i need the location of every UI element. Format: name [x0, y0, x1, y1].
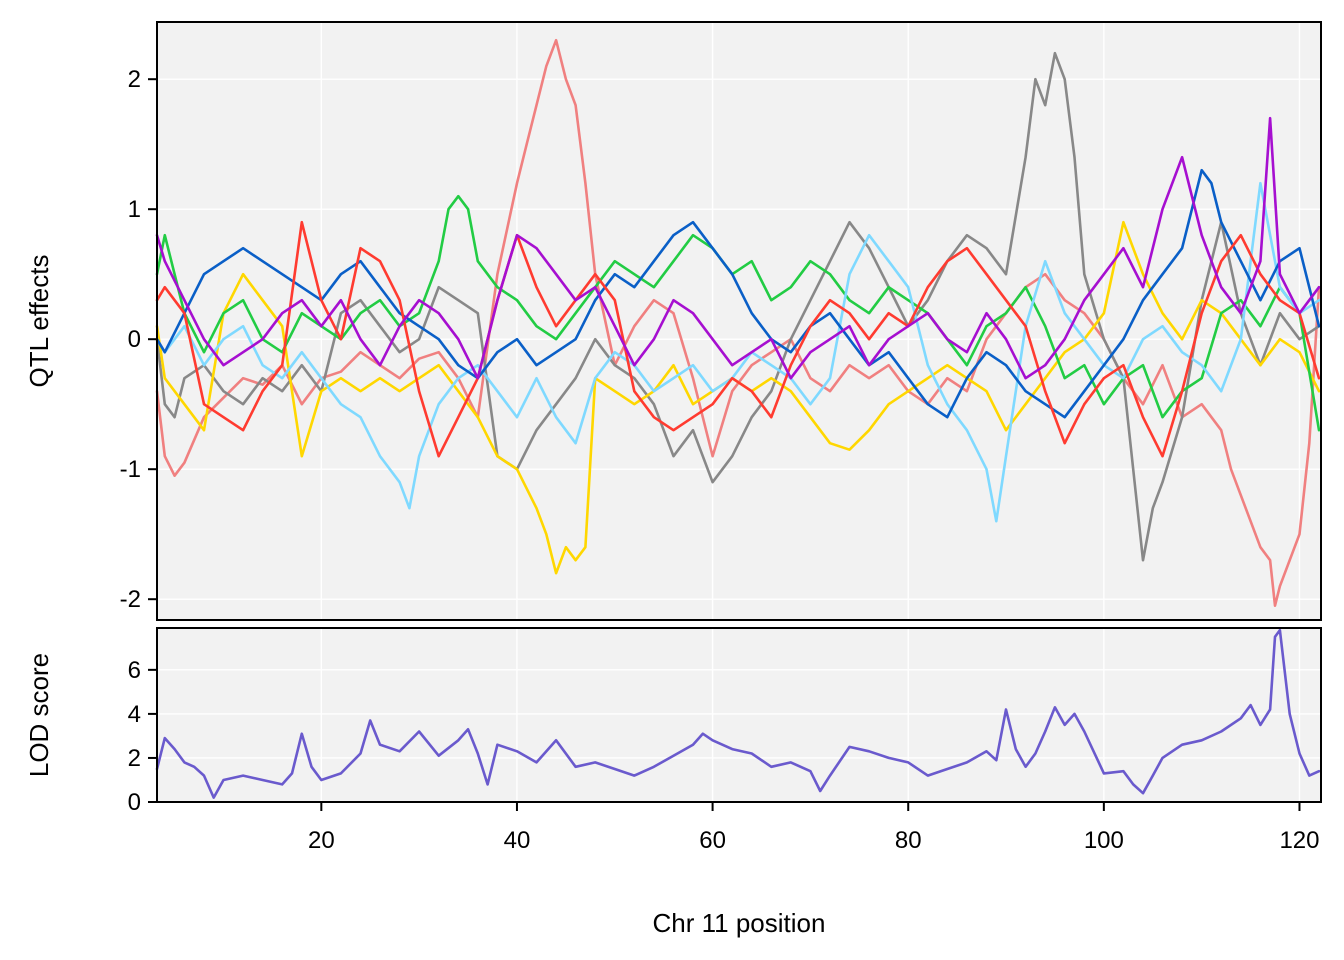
qtl-effects-series-lines — [155, 38, 1321, 607]
qtl-effects-series-line-8 — [155, 116, 1321, 380]
qtl-effects-series-line-6 — [155, 168, 1321, 419]
qtl-effects-y-tick-label: 1 — [128, 196, 141, 223]
x-tick-label: 20 — [308, 827, 335, 854]
lod-score-series-line-1 — [155, 628, 1321, 799]
qtl-effects-panel: -2 -1 0 1 2 QTL effects — [24, 21, 1322, 621]
qtl-effects-y-tick-label: 0 — [128, 326, 141, 353]
lod-score-y-axis-title: LOD score — [24, 653, 54, 777]
qtl-effects-y-ticks: -2 -1 0 1 2 — [120, 66, 157, 613]
x-tick-label: 40 — [504, 827, 531, 854]
qtl-effects-y-tick-label: -1 — [120, 456, 141, 483]
qtl-effects-y-tick-label: -2 — [120, 586, 141, 613]
lod-score-panel-background — [157, 628, 1321, 802]
lod-score-panel: 0 2 4 6 20 40 60 80 100 120 LOD score Chr 11 pos… — [24, 627, 1322, 938]
x-tick-label: 100 — [1084, 827, 1124, 854]
qtl-effects-y-axis-title: QTL effects — [24, 255, 54, 388]
qtl-effects-series-line-3 — [155, 220, 1321, 575]
lod-score-series-lines — [155, 628, 1321, 799]
lod-score-y-tick-label: 2 — [128, 745, 141, 772]
qtl-effects-series-line-7 — [155, 220, 1321, 458]
x-tick-label: 60 — [699, 827, 726, 854]
lod-score-x-ticks: 20 40 60 80 100 120 — [308, 802, 1320, 854]
lod-score-y-ticks: 0 2 4 6 — [128, 657, 157, 816]
qtl-effects-series-line-1 — [155, 38, 1321, 607]
qtl-effects-panel-frame — [156, 21, 1322, 621]
x-tick-label: 120 — [1279, 827, 1319, 854]
qtl-effects-y-tick-label: 2 — [128, 66, 141, 93]
x-axis-title: Chr 11 position — [653, 908, 826, 938]
lod-score-panel-frame — [156, 627, 1322, 803]
x-tick-label: 80 — [895, 827, 922, 854]
lod-score-y-tick-label: 0 — [128, 789, 141, 816]
lod-score-y-tick-label: 6 — [128, 657, 141, 684]
lod-score-y-tick-label: 4 — [128, 701, 141, 728]
qtl-effects-gridlines — [157, 22, 1321, 620]
